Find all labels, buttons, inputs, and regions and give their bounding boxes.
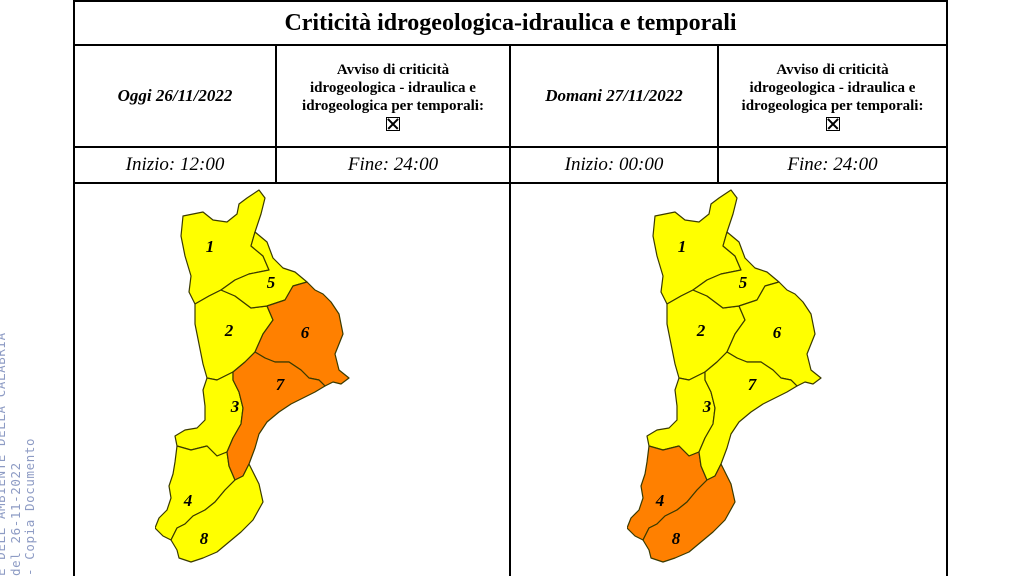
zone-2-label: 2 xyxy=(224,321,234,340)
today-avviso: Avviso di criticità idrogeologica - idra… xyxy=(277,46,509,146)
today-avviso-line-3: idrogeologica per temporali: xyxy=(302,98,484,114)
zone-5-label: 5 xyxy=(739,273,748,292)
zone-3-label: 3 xyxy=(230,397,240,416)
tomorrow-calabria-map: 1 2 3 4 5 6 7 8 xyxy=(627,189,822,563)
zone-5-label: 5 xyxy=(267,273,276,292)
today-end-time: Fine: 24:00 xyxy=(347,154,439,175)
today-calabria-map: 1 2 3 4 5 6 7 8 xyxy=(155,189,350,563)
tomorrow-avviso-line-3: idrogeologica per temporali: xyxy=(741,98,924,114)
stamp-line-2: del 26-11-2022 xyxy=(7,462,23,576)
zone-5-area xyxy=(220,231,308,309)
zone-7-area xyxy=(226,351,326,481)
zone-3-label: 3 xyxy=(702,397,712,416)
zone-6-label: 6 xyxy=(773,323,782,342)
tomorrow-end-time: Fine: 24:00 xyxy=(787,154,878,175)
zone-7-label: 7 xyxy=(276,375,286,394)
tomorrow-avviso: Avviso di criticità idrogeologica - idra… xyxy=(719,46,946,146)
zone-1-label: 1 xyxy=(678,237,687,256)
bulletin-table: Criticità idrogeologica-idraulica e temp… xyxy=(73,0,948,576)
today-avviso-checkbox xyxy=(386,117,400,131)
document-stamp: E DELL'AMBIENTE DELLA CALABRIA del 26-11… xyxy=(0,300,74,576)
tomorrow-start-time: Inizio: 00:00 xyxy=(564,154,664,175)
zone-8-area xyxy=(642,463,736,563)
tomorrow-avviso-line-1: Avviso di criticità xyxy=(776,62,889,78)
column-divider xyxy=(509,46,511,576)
column-divider xyxy=(275,46,277,182)
today-avviso-line-1: Avviso di criticità xyxy=(336,62,450,78)
zone-1-label: 1 xyxy=(206,237,215,256)
zone-8-area xyxy=(170,463,264,563)
zone-5-area xyxy=(692,231,780,309)
today-date: Oggi 26/11/2022 xyxy=(117,86,233,105)
zone-4-label: 4 xyxy=(655,491,665,510)
zone-6-label: 6 xyxy=(301,323,310,342)
stamp-line-3: - Copia Documento xyxy=(22,437,37,576)
zone-2-label: 2 xyxy=(696,321,706,340)
zone-8-label: 8 xyxy=(200,529,209,548)
column-divider xyxy=(717,46,719,182)
zone-7-label: 7 xyxy=(748,375,758,394)
zone-8-label: 8 xyxy=(672,529,681,548)
tomorrow-avviso-checkbox xyxy=(825,117,840,131)
zone-7-area xyxy=(698,351,798,481)
bulletin-title: Criticità idrogeologica-idraulica e temp… xyxy=(75,0,946,46)
tomorrow-date: Domani 27/11/2022 xyxy=(545,86,683,105)
today-start-time: Inizio: 12:00 xyxy=(125,154,225,175)
today-avviso-line-2: idrogeologica - idraulica e xyxy=(310,80,476,96)
tomorrow-avviso-line-2: idrogeologica - idraulica e xyxy=(749,80,916,96)
zone-4-label: 4 xyxy=(183,491,193,510)
